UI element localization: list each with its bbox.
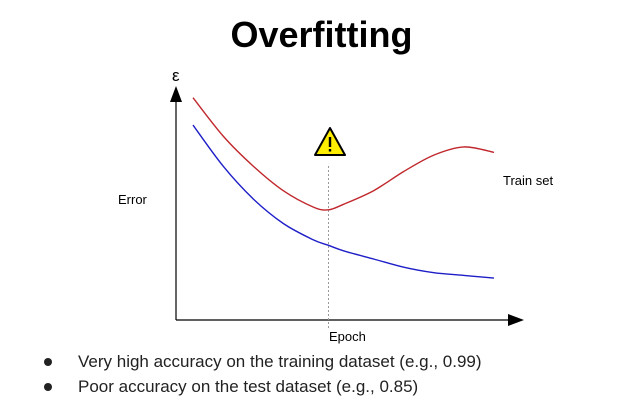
- train-error-curve: [192, 97, 495, 211]
- test-error-curve: [192, 124, 495, 279]
- bullet-item: Very high accuracy on the training datas…: [44, 349, 482, 374]
- y-axis-arrowhead: [170, 86, 182, 102]
- bullet-list: Very high accuracy on the training datas…: [44, 349, 482, 399]
- y-axis-symbol: ε: [172, 66, 180, 85]
- y-axis-label: Error: [118, 192, 148, 207]
- slide-title: Overfitting: [230, 14, 413, 55]
- warning-triangle-icon: [314, 127, 346, 156]
- bullet-item: Poor accuracy on the test dataset (e.g.,…: [44, 374, 482, 399]
- train-series-label: Train set: [503, 173, 553, 188]
- x-axis-label: Epoch: [329, 329, 366, 344]
- x-axis-arrowhead: [508, 314, 524, 326]
